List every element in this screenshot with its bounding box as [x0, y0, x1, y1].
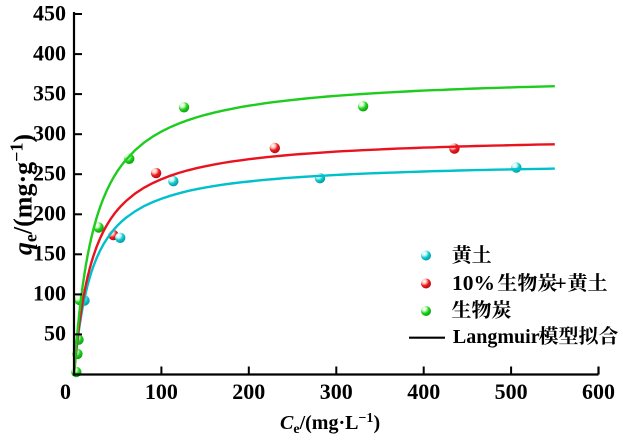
svg-text:450: 450: [33, 0, 66, 25]
svg-text:500: 500: [495, 379, 528, 404]
svg-text:200: 200: [232, 379, 265, 404]
svg-text:Ce/(mg·L−1): Ce/(mg·L−1): [280, 411, 380, 437]
svg-text:600: 600: [582, 379, 615, 404]
svg-text:+: +: [555, 271, 567, 295]
svg-text:10%: 10%: [452, 271, 495, 295]
svg-text:300: 300: [33, 121, 66, 146]
svg-text:200: 200: [33, 201, 66, 226]
svg-text:Langmuir: Langmuir: [453, 326, 540, 348]
svg-text:350: 350: [33, 80, 66, 105]
svg-text:qe/(mg·g−1): qe/(mg·g−1): [7, 134, 41, 255]
svg-text:400: 400: [407, 379, 440, 404]
svg-text:0: 0: [60, 379, 71, 404]
svg-text:150: 150: [33, 241, 66, 266]
svg-text:250: 250: [33, 161, 66, 186]
svg-text:300: 300: [320, 379, 353, 404]
svg-text:50: 50: [44, 321, 66, 346]
svg-text:400: 400: [33, 40, 66, 65]
svg-text:100: 100: [145, 379, 178, 404]
svg-text:100: 100: [33, 281, 66, 306]
